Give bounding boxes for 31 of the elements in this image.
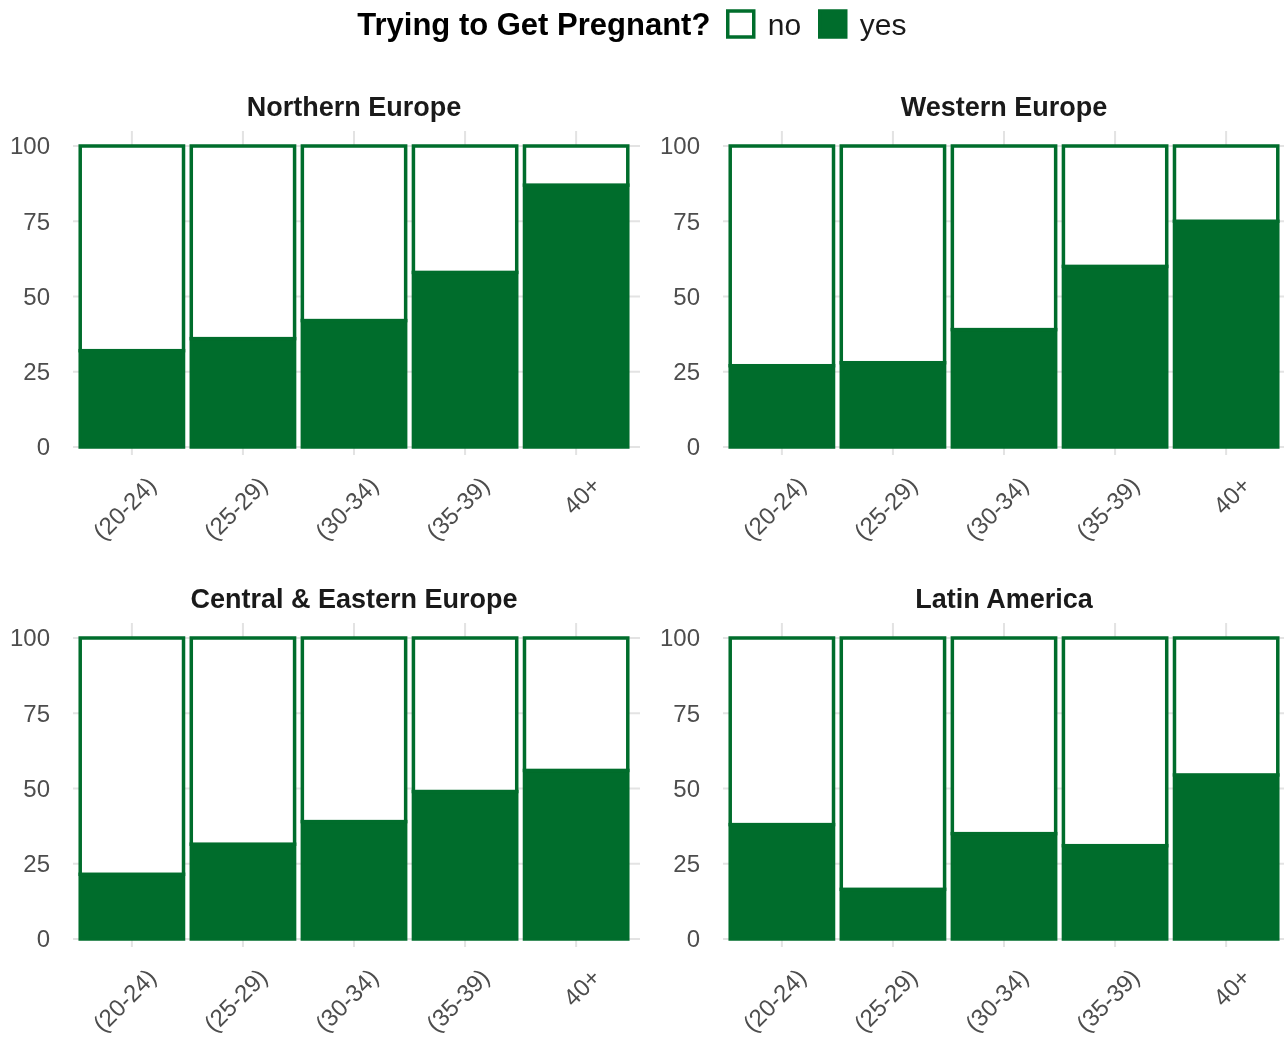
- y-tick-label: 75: [673, 699, 700, 727]
- chart-title: Western Europe: [900, 92, 1108, 122]
- y-tick-label: 100: [9, 132, 50, 160]
- y-tick-label: 0: [36, 925, 50, 953]
- y-tick-label: 100: [659, 132, 700, 160]
- legend-title: Trying to Get Pregnant?: [357, 6, 711, 42]
- legend-label: yes: [859, 7, 907, 41]
- x-tick-label: 40+: [557, 471, 606, 520]
- chart-title: Latin America: [915, 584, 1094, 614]
- y-tick-label: 25: [23, 358, 50, 386]
- y-tick-label: 75: [23, 699, 50, 727]
- x-tick-label: 40+: [1207, 963, 1256, 1012]
- chart-title: Northern Europe: [246, 92, 462, 122]
- y-tick-label: 50: [673, 282, 700, 310]
- y-tick-label: 75: [673, 207, 700, 235]
- y-tick-label: 25: [673, 850, 700, 878]
- y-tick-label: 0: [36, 433, 50, 461]
- y-tick-label: 50: [23, 774, 50, 802]
- y-tick-label: 25: [23, 850, 50, 878]
- y-tick-label: 100: [659, 624, 700, 652]
- legend-label: no: [767, 7, 802, 41]
- y-tick-label: 0: [686, 925, 700, 953]
- chart-title: Central & Eastern Europe: [190, 584, 518, 614]
- y-tick-label: 100: [9, 624, 50, 652]
- y-tick-label: 50: [23, 282, 50, 310]
- y-tick-label: 0: [686, 433, 700, 461]
- x-tick-label: 40+: [1207, 471, 1256, 520]
- y-tick-label: 75: [23, 207, 50, 235]
- x-tick-label: 40+: [557, 963, 606, 1012]
- y-tick-label: 25: [673, 358, 700, 386]
- y-tick-label: 50: [673, 774, 700, 802]
